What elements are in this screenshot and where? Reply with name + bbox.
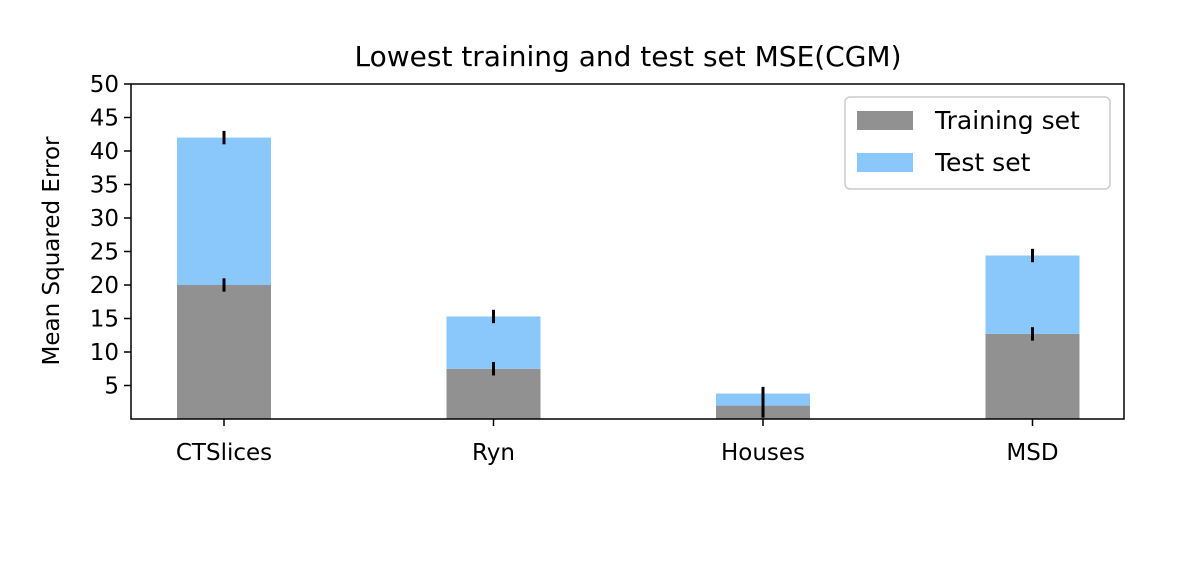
legend-label-training: Training set	[934, 106, 1080, 135]
y-axis-ticks: 5 10 15 20 25 30 35 40 45 50	[90, 72, 131, 400]
bar-training-msd	[985, 333, 1080, 419]
y-tick-label: 25	[90, 240, 119, 266]
x-axis-ticks: CTSlices Ryn Houses MSD	[176, 419, 1059, 466]
x-tick-label-ctslices: CTSlices	[176, 440, 272, 466]
chart-title: Lowest training and test set MSE(CGM)	[354, 40, 901, 73]
bar-test-msd	[985, 255, 1080, 334]
x-tick-label-msd: MSD	[1006, 440, 1058, 466]
legend-label-test: Test set	[934, 148, 1031, 177]
bar-training-ctslices	[177, 285, 271, 419]
y-tick-label: 35	[90, 173, 119, 199]
bar-training-ryn	[446, 368, 541, 419]
bar-test-ryn	[446, 316, 541, 369]
y-tick-label: 10	[90, 340, 119, 366]
legend-swatch-test	[857, 153, 913, 172]
y-tick-label: 40	[90, 139, 119, 165]
x-tick-label-houses: Houses	[721, 440, 805, 466]
y-axis-label: Mean Squared Error	[39, 136, 65, 365]
y-tick-label: 5	[104, 374, 119, 400]
y-tick-label: 45	[90, 106, 119, 132]
legend: Training set Test set	[844, 96, 1111, 190]
y-tick-label: 15	[90, 307, 119, 333]
legend-swatch-training	[857, 111, 913, 130]
y-tick-label: 30	[90, 206, 119, 232]
error-bars-group	[222, 130, 1034, 418]
bar-test-ctslices	[177, 137, 271, 285]
y-tick-label: 20	[90, 273, 119, 299]
y-tick-label: 50	[90, 72, 119, 98]
x-tick-label-ryn: Ryn	[472, 440, 515, 466]
